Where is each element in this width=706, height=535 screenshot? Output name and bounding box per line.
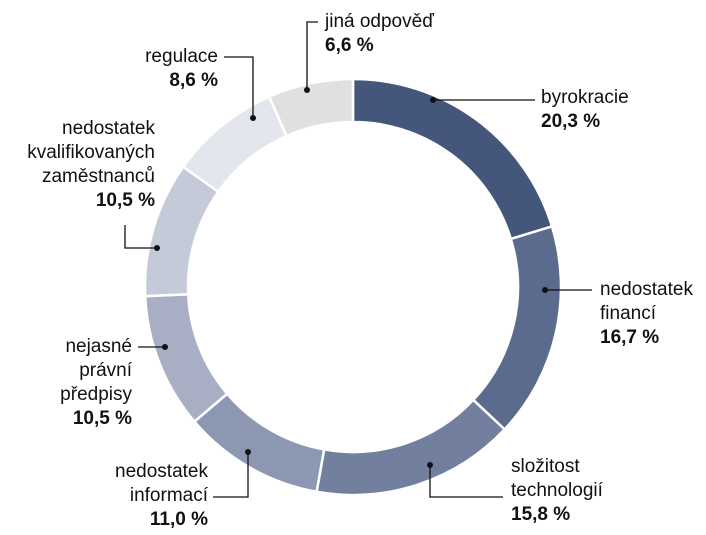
category-name: nejasné právní předpisy (60, 336, 132, 405)
leader-dot (427, 462, 433, 468)
value-label: 10,5 % (95, 190, 155, 211)
donut-segment (351, 77, 554, 241)
segment-label: byrokracie 20,3 % (541, 86, 691, 134)
donut-segment (315, 398, 507, 497)
category-name: nedostatek kvalifikovaných zaměstnanců (27, 118, 155, 187)
value-label: 20,3 % (541, 111, 601, 132)
leader-line (213, 452, 249, 498)
segment-label: nedostatek financí 16,7 % (600, 278, 706, 350)
donut-segment (192, 392, 326, 494)
donut-segment (471, 224, 563, 432)
category-name: složitost technologií (511, 456, 603, 501)
leader-dot (430, 97, 436, 103)
donut-segment (181, 94, 289, 194)
leader-line (124, 225, 157, 249)
leader-line (429, 465, 503, 498)
value-label: 8,6 % (169, 70, 218, 91)
segment-label: regulace 8,6 % (98, 45, 218, 93)
category-name: regulace (145, 46, 218, 67)
value-label: 11,0 % (149, 509, 208, 530)
leader-dot (154, 245, 160, 251)
category-name: byrokracie (541, 87, 629, 108)
value-label: 6,6 % (325, 35, 374, 56)
leader-line (306, 21, 318, 90)
category-name: jiná odpověď (325, 11, 434, 32)
segment-label: nedostatek informací 11,0 % (88, 460, 208, 532)
leader-dot (245, 449, 251, 455)
segment-label: jiná odpověď 6,6 % (325, 10, 475, 58)
segment-label: nejasné právní předpisy 10,5 % (42, 335, 132, 431)
value-label: 15,8 % (511, 504, 571, 525)
category-name: nedostatek financí (600, 279, 693, 324)
leader-dot (250, 115, 256, 121)
segment-label: složitost technologií 15,8 % (511, 455, 631, 527)
leader-dot (304, 87, 310, 93)
value-label: 10,5 % (72, 408, 132, 429)
donut-segment (143, 292, 229, 424)
value-label: 16,7 % (600, 327, 660, 348)
segment-label: nedostatek kvalifikovaných zaměstnanců 10… (0, 117, 155, 213)
category-name: nedostatek informací (115, 461, 208, 506)
donut-segment (267, 77, 355, 138)
donut-segment (143, 165, 221, 298)
leader-line (224, 56, 254, 118)
leader-dot (162, 344, 168, 350)
leader-dot (542, 287, 548, 293)
